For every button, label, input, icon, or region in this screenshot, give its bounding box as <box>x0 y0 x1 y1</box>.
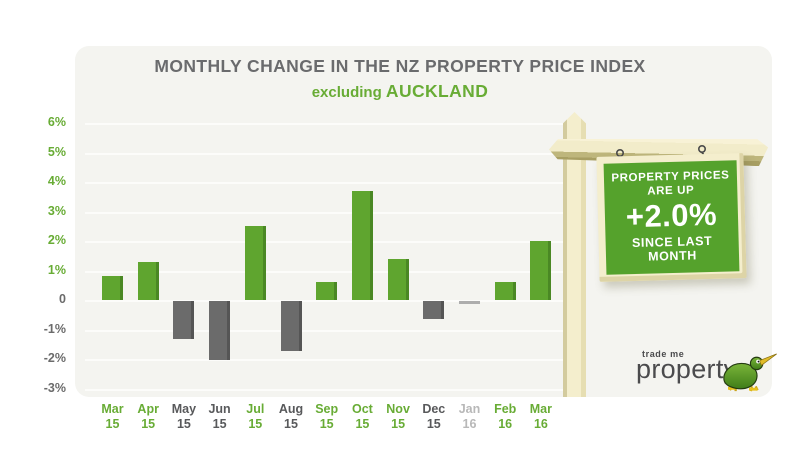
x-axis-label: Nov 15 <box>386 402 410 431</box>
logo-brand-large: property <box>636 354 738 384</box>
x-axis-label: Dec 15 <box>422 402 446 431</box>
gridline <box>85 359 565 361</box>
gridline <box>85 123 565 125</box>
sign-value: +2.0% <box>625 196 718 235</box>
bar-nov-15 <box>387 258 409 300</box>
gridline <box>85 182 565 184</box>
bar-oct-15 <box>351 190 373 300</box>
x-axis-label: Jul 15 <box>246 402 265 431</box>
bar-feb-16 <box>494 282 516 300</box>
bar-dec-15 <box>423 301 445 319</box>
gridline <box>85 270 565 273</box>
logo-brand-small: trade me <box>642 349 685 359</box>
x-axis-label: Jun 15 <box>208 402 231 431</box>
gridline <box>85 211 565 214</box>
y-axis-tick-label: 3% <box>47 203 66 218</box>
gridline <box>85 152 565 155</box>
gridline <box>85 241 565 243</box>
y-axis-tick-label: -3% <box>43 380 66 395</box>
trademe-property-logo: trade me property <box>636 348 778 394</box>
y-axis-tick-label: -1% <box>43 321 66 336</box>
hanging-sign: PROPERTY PRICES ARE UP +2.0% SINCE LAST … <box>596 153 747 282</box>
bar-aug-15 <box>280 301 302 352</box>
chart-subtitle-emphasis: AUCKLAND <box>385 81 489 101</box>
x-axis-label: Sep 15 <box>315 402 339 431</box>
bar-mar-15 <box>102 276 123 300</box>
bar-jul-15 <box>244 226 266 300</box>
bar-jan-16 <box>459 301 480 304</box>
x-axis-label: Mar 16 <box>529 402 552 431</box>
y-axis-tick-label: 0 <box>59 292 66 306</box>
bar-mar-16 <box>530 241 552 300</box>
kiwi-bird-icon <box>723 353 777 392</box>
chart-title: MONTHLY CHANGE IN THE NZ PROPERTY PRICE … <box>154 56 646 76</box>
bar-may-15 <box>173 301 195 340</box>
bar-sep-15 <box>316 282 338 300</box>
gridline <box>85 300 565 302</box>
sign-line-3: SINCE LAST MONTH <box>631 233 713 264</box>
x-axis-label: Jan 16 <box>458 402 481 431</box>
chart-subtitle-prefix: excluding <box>311 84 382 101</box>
sign-board: PROPERTY PRICES ARE UP +2.0% SINCE LAST … <box>603 160 740 275</box>
y-axis-tick-label: 1% <box>47 262 66 277</box>
y-axis-tick-label: 5% <box>47 144 66 159</box>
y-axis-tick-label: 4% <box>47 174 66 188</box>
y-axis-tick-label: 6% <box>47 115 66 129</box>
bar-apr-15 <box>137 261 159 300</box>
signpost-pole <box>563 112 586 397</box>
x-axis-label: Oct 15 <box>351 402 373 431</box>
x-axis-label: Mar 15 <box>101 402 124 431</box>
x-axis-label: Apr 15 <box>137 402 159 431</box>
bar-jun-15 <box>209 301 231 360</box>
x-axis-label: Aug 15 <box>278 402 304 431</box>
sign-line-1: PROPERTY PRICES <box>611 169 730 185</box>
chart-header: MONTHLY CHANGE IN THE NZ PROPERTY PRICE … <box>75 56 725 102</box>
x-axis-label: May 15 <box>171 402 197 431</box>
x-axis-label: Feb 16 <box>494 402 517 431</box>
plot-area <box>85 123 565 391</box>
gridline <box>85 388 565 391</box>
y-axis-tick-label: 2% <box>47 233 66 247</box>
y-axis-tick-label: -2% <box>43 351 66 365</box>
gridline <box>85 329 565 332</box>
chart-subtitle: excluding AUCKLAND <box>75 81 725 102</box>
